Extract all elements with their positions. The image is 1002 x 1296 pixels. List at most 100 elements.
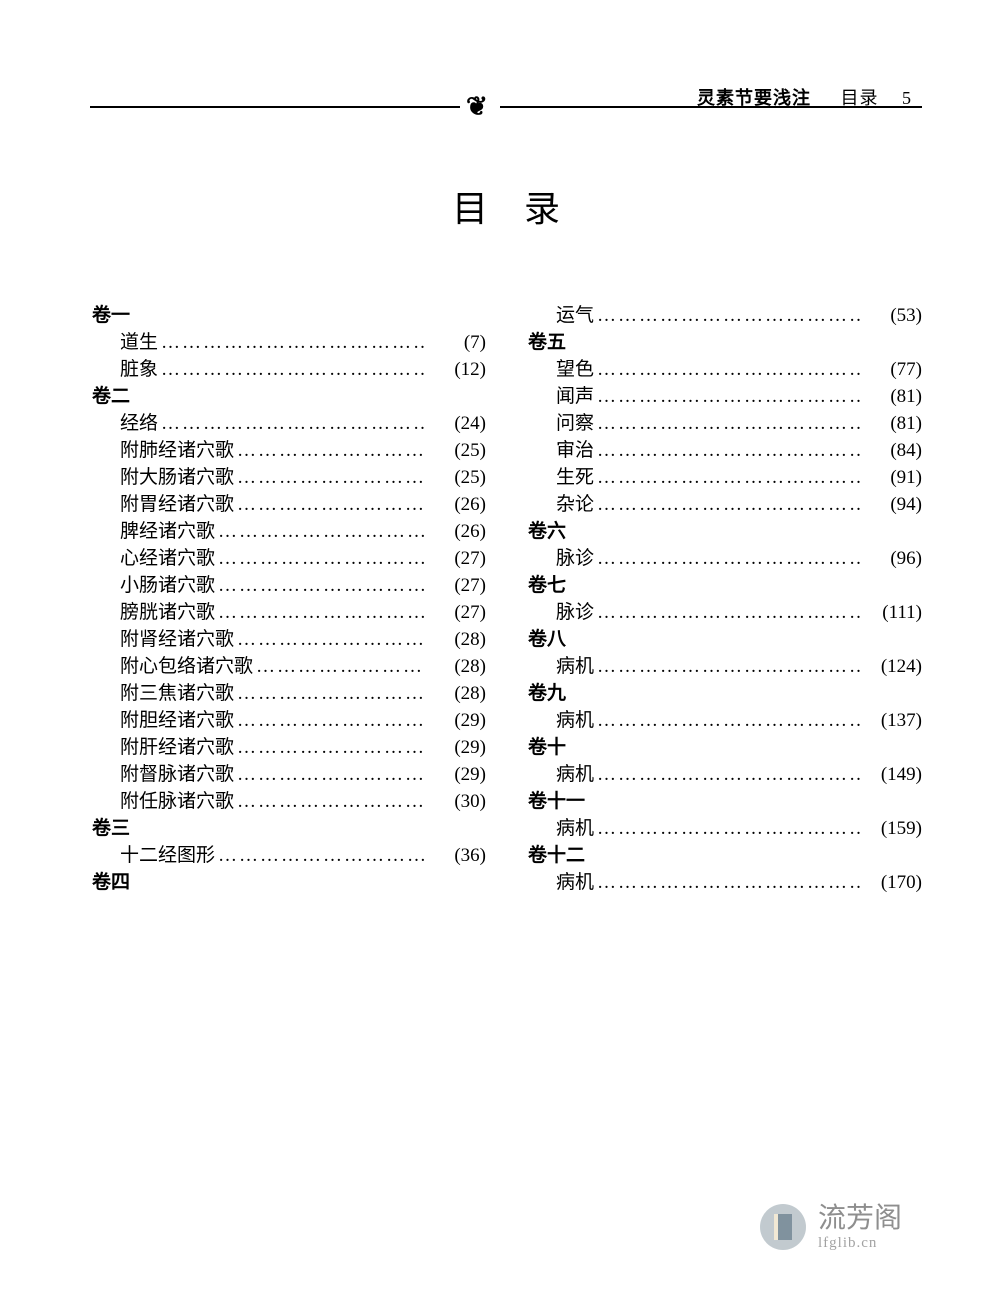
toc-entry-page: (124) bbox=[862, 653, 922, 680]
toc-entry: 运气(53) bbox=[526, 302, 922, 329]
toc-entry-page: (53) bbox=[862, 302, 922, 329]
toc-entry-label: 杂论 bbox=[556, 491, 594, 518]
toc-entry-page: (27) bbox=[426, 572, 486, 599]
toc-entry-label: 闻声 bbox=[556, 383, 594, 410]
toc-entry: 望色(77) bbox=[526, 356, 922, 383]
toc-entry: 审治(84) bbox=[526, 437, 922, 464]
toc-section-heading: 卷十 bbox=[526, 734, 922, 761]
toc-entry-label: 病机 bbox=[556, 653, 594, 680]
toc-entry-leader bbox=[594, 761, 862, 788]
toc-entry-leader bbox=[253, 653, 426, 680]
toc-entry-leader bbox=[594, 437, 862, 464]
toc-entry-label: 附三焦诸穴歌 bbox=[120, 680, 234, 707]
watermark-name-cn: 流芳阁 bbox=[818, 1204, 902, 1235]
toc-section-heading: 卷十一 bbox=[526, 788, 922, 815]
toc-entry-page: (29) bbox=[426, 761, 486, 788]
toc-entry-page: (159) bbox=[862, 815, 922, 842]
toc-entry-page: (25) bbox=[426, 437, 486, 464]
toc-entry-leader bbox=[234, 680, 426, 707]
toc-entry-leader bbox=[594, 383, 862, 410]
toc-entry: 杂论(94) bbox=[526, 491, 922, 518]
toc-section-heading: 卷一 bbox=[90, 302, 486, 329]
toc-entry-page: (27) bbox=[426, 545, 486, 572]
toc-entry-label: 问察 bbox=[556, 410, 594, 437]
toc-entry-page: (81) bbox=[862, 383, 922, 410]
toc-entry-leader bbox=[215, 572, 426, 599]
toc-entry-label: 附胃经诸穴歌 bbox=[120, 491, 234, 518]
toc-entry: 病机 (159) bbox=[526, 815, 922, 842]
toc-entry: 附三焦诸穴歌(28) bbox=[90, 680, 486, 707]
toc-entry: 道生 (7) bbox=[90, 329, 486, 356]
toc-entry-leader bbox=[215, 545, 426, 572]
toc-entry-leader bbox=[594, 545, 862, 572]
toc-entry: 附大肠诸穴歌(25) bbox=[90, 464, 486, 491]
toc-entry-leader bbox=[594, 491, 862, 518]
toc-entry-label: 经络 bbox=[120, 410, 158, 437]
toc-entry: 病机 (149) bbox=[526, 761, 922, 788]
watermark-book-icon bbox=[774, 1214, 792, 1240]
toc-entry-label: 十二经图形 bbox=[120, 842, 215, 869]
toc-entry-leader bbox=[158, 329, 426, 356]
watermark-logo-icon bbox=[760, 1204, 806, 1250]
toc-entry: 脏象 (12) bbox=[90, 356, 486, 383]
toc-entry-label: 脉诊 bbox=[556, 599, 594, 626]
toc-entry: 病机(137) bbox=[526, 707, 922, 734]
toc-entry-label: 脏象 bbox=[120, 356, 158, 383]
toc-entry: 脉诊(96) bbox=[526, 545, 922, 572]
toc-entry: 十二经图形(36) bbox=[90, 842, 486, 869]
toc-entry: 附胆经诸穴歌(29) bbox=[90, 707, 486, 734]
toc-entry-leader bbox=[594, 815, 862, 842]
toc-entry: 小肠诸穴歌(27) bbox=[90, 572, 486, 599]
toc-entry-leader bbox=[234, 734, 426, 761]
toc-section-heading: 卷二 bbox=[90, 383, 486, 410]
toc-entry-label: 病机 bbox=[556, 869, 594, 896]
toc-entry-label: 望色 bbox=[556, 356, 594, 383]
toc-entry-page: (7) bbox=[426, 329, 486, 356]
toc-entry-page: (12) bbox=[426, 356, 486, 383]
toc-section-heading: 卷四 bbox=[90, 869, 486, 896]
toc-entry-leader bbox=[594, 410, 862, 437]
toc-entry: 脾经诸穴歌 (26) bbox=[90, 518, 486, 545]
toc-columns: 卷一道生(7)脏象(12)卷二经络(24)附肺经诸穴歌(25)附大肠诸穴歌(25… bbox=[90, 302, 922, 896]
toc-entry-leader bbox=[158, 356, 426, 383]
toc-entry-leader bbox=[158, 410, 426, 437]
toc-section-heading: 卷十二 bbox=[526, 842, 922, 869]
toc-entry-label: 脾经诸穴歌 bbox=[120, 518, 215, 545]
header-ornament-icon: ❦ bbox=[466, 92, 488, 122]
toc-entry-leader bbox=[234, 788, 426, 815]
toc-entry-label: 道生 bbox=[120, 329, 158, 356]
toc-entry: 附督脉诸穴歌(29) bbox=[90, 761, 486, 788]
toc-entry-leader bbox=[234, 761, 426, 788]
toc-entry-label: 病机 bbox=[556, 815, 594, 842]
toc-entry-page: (29) bbox=[426, 734, 486, 761]
toc-entry-leader bbox=[594, 302, 862, 329]
toc-entry-label: 附肝经诸穴歌 bbox=[120, 734, 234, 761]
running-header: ❦ 灵素节要浅注 目录 5 bbox=[90, 90, 922, 120]
header-rule-left bbox=[90, 106, 460, 108]
toc-entry-page: (26) bbox=[426, 518, 486, 545]
toc-entry: 附任脉诸穴歌(30) bbox=[90, 788, 486, 815]
toc-entry-leader bbox=[234, 464, 426, 491]
toc-entry-label: 生死 bbox=[556, 464, 594, 491]
toc-entry: 附胃经诸穴歌(26) bbox=[90, 491, 486, 518]
toc-entry: 附心包络诸穴歌(28) bbox=[90, 653, 486, 680]
toc-entry-leader bbox=[594, 653, 862, 680]
toc-entry-label: 附心包络诸穴歌 bbox=[120, 653, 253, 680]
header-toc-label: 目录 bbox=[841, 88, 879, 108]
header-book-title: 灵素节要浅注 bbox=[697, 88, 811, 108]
toc-entry-page: (149) bbox=[862, 761, 922, 788]
toc-entry-label: 病机 bbox=[556, 761, 594, 788]
toc-section-heading: 卷五 bbox=[526, 329, 922, 356]
watermark-name-en: lfglib.cn bbox=[818, 1235, 902, 1252]
toc-section-heading: 卷九 bbox=[526, 680, 922, 707]
toc-entry-page: (25) bbox=[426, 464, 486, 491]
toc-section-heading: 卷八 bbox=[526, 626, 922, 653]
toc-entry-page: (91) bbox=[862, 464, 922, 491]
toc-entry: 问察(81) bbox=[526, 410, 922, 437]
toc-entry-label: 脉诊 bbox=[556, 545, 594, 572]
toc-entry-label: 附胆经诸穴歌 bbox=[120, 707, 234, 734]
toc-entry: 附肝经诸穴歌 (29) bbox=[90, 734, 486, 761]
toc-section-heading: 卷七 bbox=[526, 572, 922, 599]
toc-entry-leader bbox=[594, 707, 862, 734]
toc-entry-leader bbox=[234, 491, 426, 518]
